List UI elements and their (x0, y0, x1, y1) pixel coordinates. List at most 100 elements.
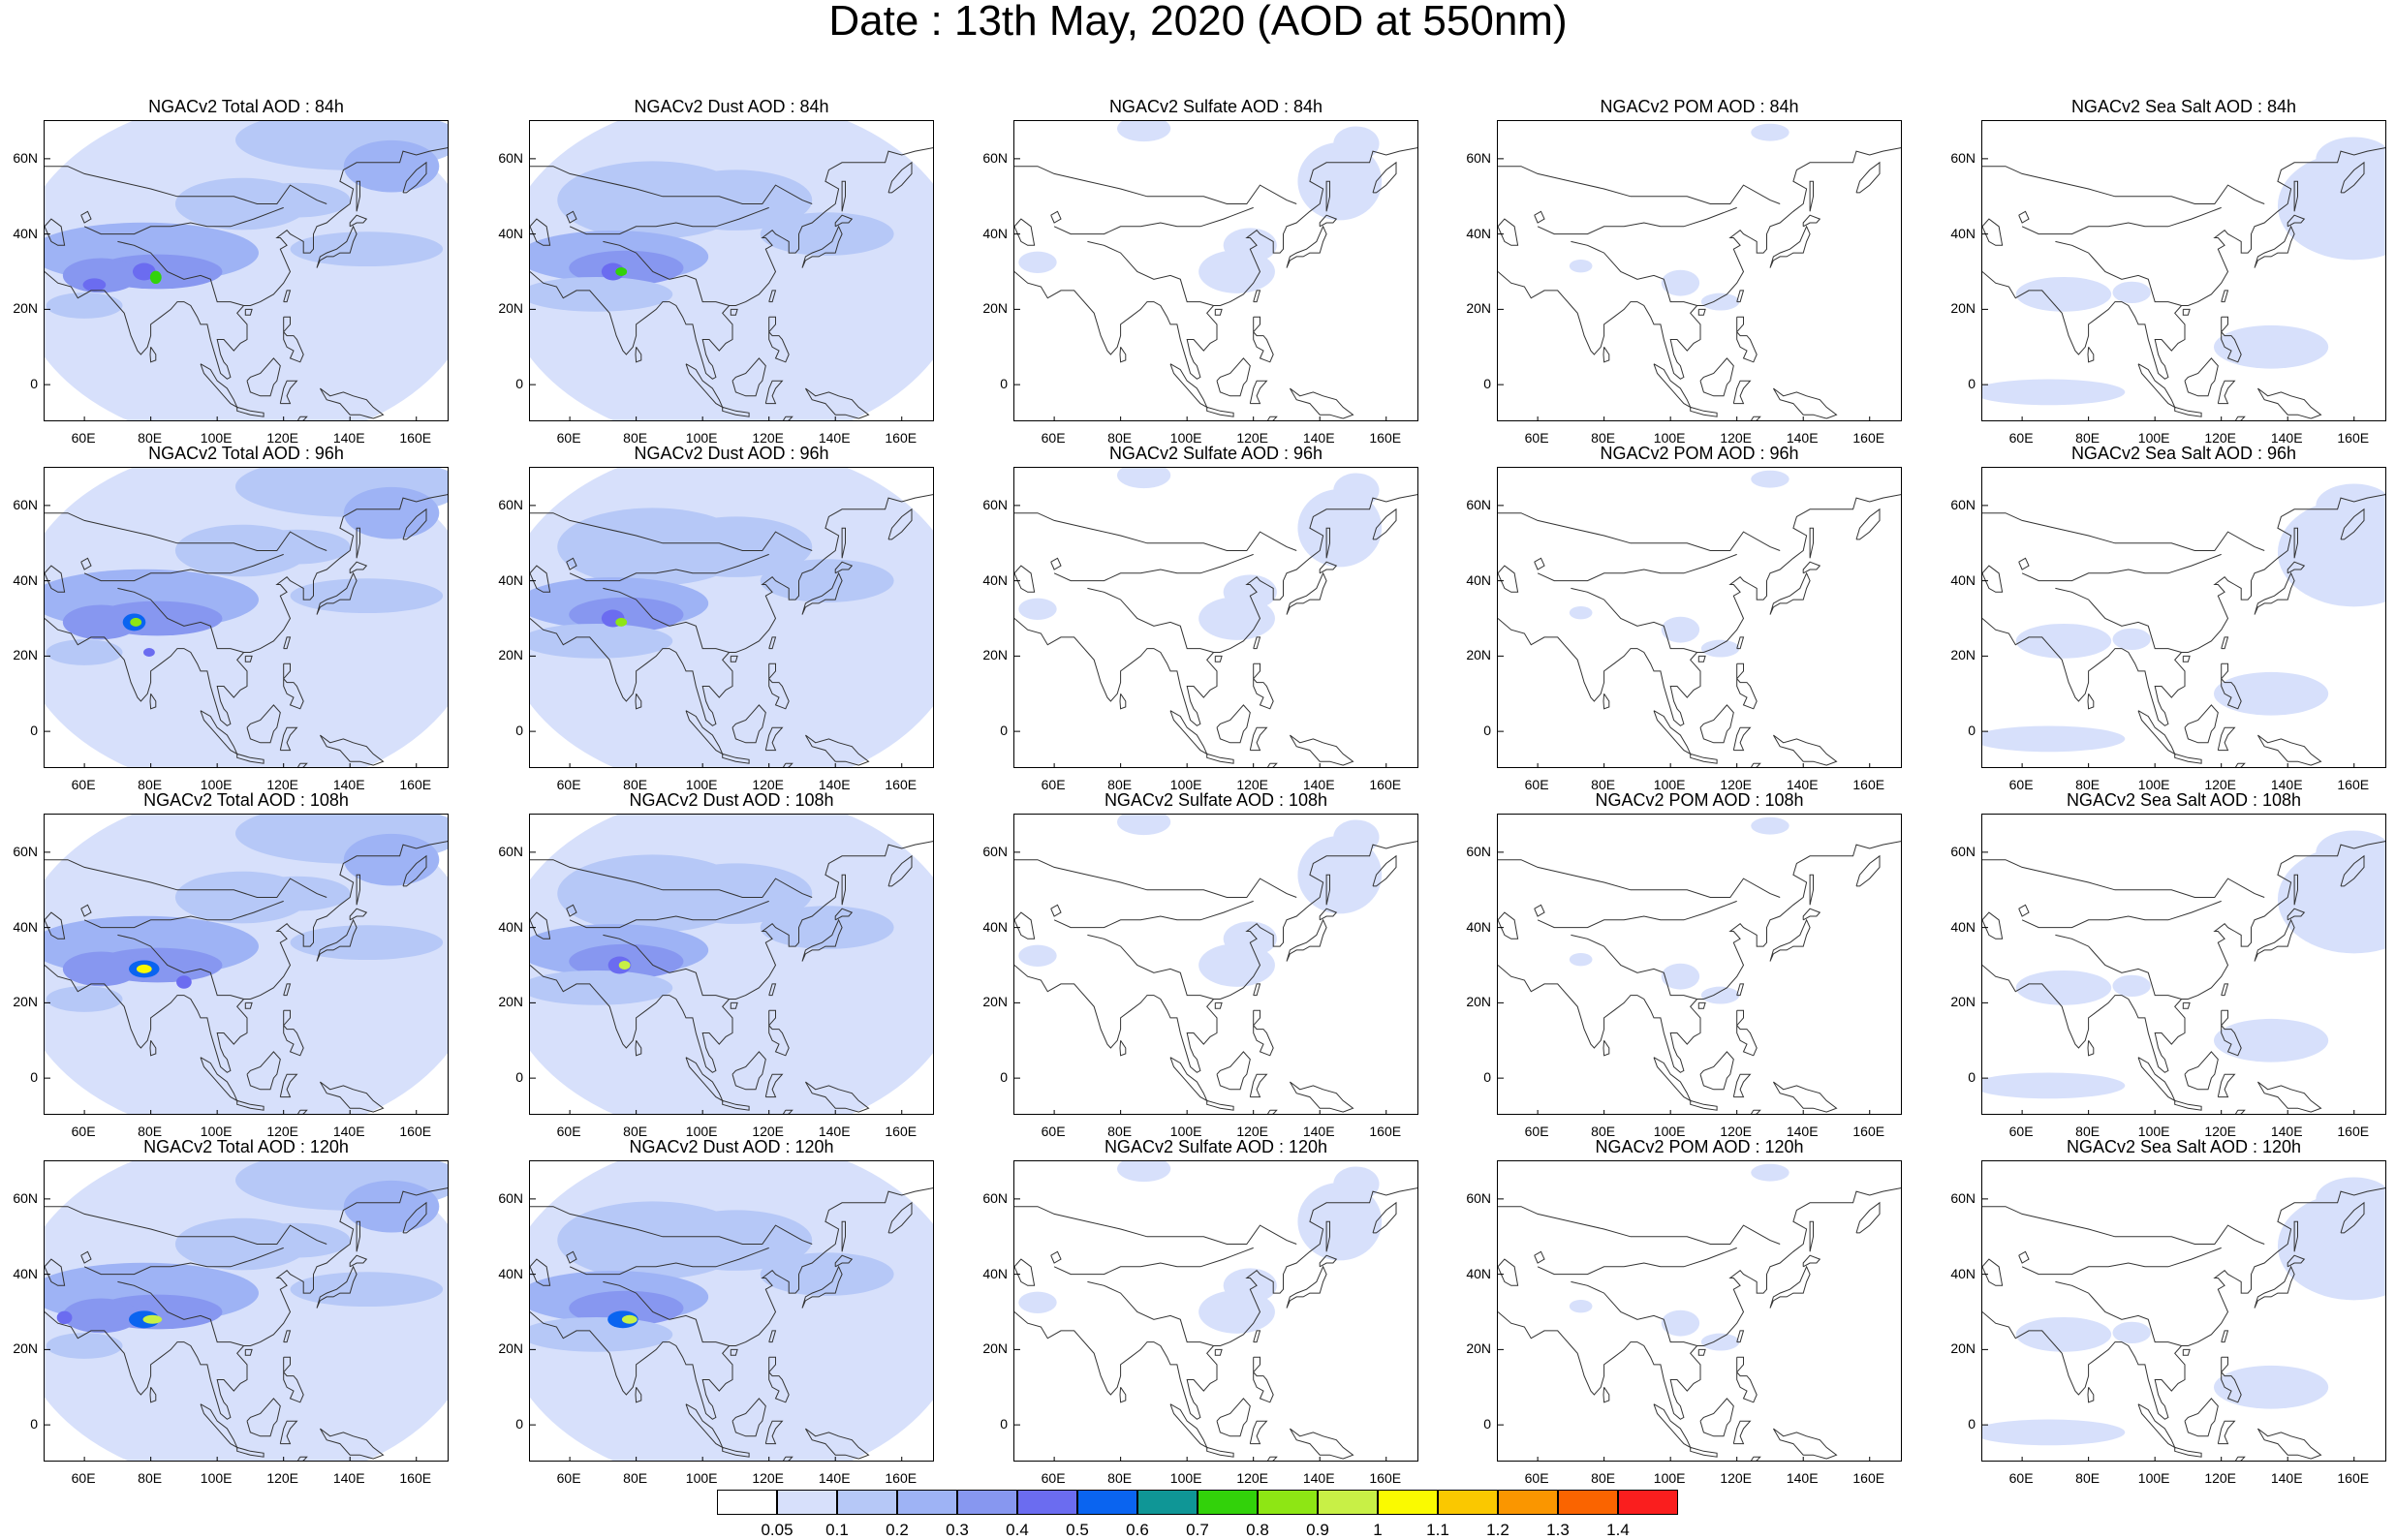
lat-tick-label: 60N (498, 149, 523, 166)
coastline (1732, 380, 1752, 405)
coastline (1534, 1250, 1545, 1264)
coastline (1253, 1009, 1274, 1057)
lon-tick-label: 120E (266, 1470, 299, 1486)
lon-tick-label: 60E (1041, 430, 1066, 446)
lat-tick-label: 0 (1000, 723, 1008, 739)
coastline (768, 662, 790, 710)
coastline (45, 565, 66, 593)
lon-tick-label: 60E (1041, 1124, 1066, 1139)
lat-tick-label: 60N (1466, 843, 1491, 859)
coastline (782, 1109, 793, 1114)
lat-tick-label: 20N (498, 994, 523, 1010)
aod-shading (1018, 251, 1057, 273)
coastline (402, 161, 427, 194)
coastline (1214, 308, 1223, 316)
coastline (246, 357, 281, 397)
coastline (1253, 1330, 1261, 1343)
coastline (1206, 1099, 1234, 1111)
colorbar-label: 0.2 (886, 1521, 909, 1539)
lon-tick-label: 60E (556, 430, 581, 446)
coastline (1855, 508, 1881, 540)
aod-shading (1661, 963, 1700, 990)
map-panel: NGACv2 Sea Salt AOD : 120h 60N 40N 20N 0 60E 8… (1950, 1137, 2386, 1486)
map-frame (44, 120, 449, 421)
coastline (569, 553, 769, 582)
coastline (246, 1398, 281, 1437)
lat-tick-label: 20N (1466, 994, 1491, 1010)
colorbar-swatch (777, 1490, 837, 1515)
coastline (1014, 512, 1297, 551)
coastline (1050, 904, 1062, 917)
lat-tick-label: 40N (982, 225, 1008, 241)
coastline (804, 1428, 870, 1460)
coastline (1982, 147, 2385, 380)
coastline (731, 1398, 766, 1437)
coastline (1087, 587, 1214, 653)
panel-title: NGACv2 POM AOD : 96h (1600, 444, 1799, 463)
coastline (1498, 1206, 1781, 1245)
coastline (1982, 166, 2265, 204)
lon-tick-label: 80E (1591, 777, 1616, 792)
coastline (1750, 1456, 1761, 1461)
lon-tick-label: 100E (200, 777, 233, 792)
map-panel: NGACv2 Sulfate AOD : 108h 60N 40N 20N 0 60E 80… (982, 790, 1418, 1139)
coastline (2234, 762, 2246, 767)
coastline (1206, 1446, 1234, 1458)
aod-shading (1018, 598, 1057, 620)
lon-tick-label: 160E (885, 430, 918, 446)
coastline (1286, 1265, 1327, 1309)
aod-shading (1223, 1268, 1277, 1304)
aod-shading (618, 961, 631, 970)
coastline (2340, 161, 2365, 194)
coastline (768, 316, 790, 363)
coastline (603, 240, 730, 306)
coastline (2182, 1348, 2191, 1356)
coastline (279, 1073, 298, 1098)
coastline (45, 1187, 448, 1420)
coastline (1982, 1187, 2385, 1420)
coastline (45, 166, 327, 204)
coastline (246, 1051, 281, 1091)
lon-tick-label: 140E (1302, 777, 1335, 792)
aod-shading (1117, 815, 1171, 836)
aod-shading (62, 604, 140, 640)
coastline (1216, 1051, 1251, 1091)
coastline (246, 704, 281, 744)
coastline (1571, 587, 1697, 653)
colorbar-swatch (957, 1490, 1017, 1515)
lat-tick-label: 0 (30, 1416, 38, 1432)
aod-shading (1297, 1182, 1383, 1261)
coastline (1534, 557, 1545, 570)
coastline (834, 561, 854, 574)
coastline (2055, 1280, 2182, 1346)
coastline (1498, 859, 1781, 898)
coastline (530, 911, 551, 939)
lat-tick-label: 0 (1000, 1416, 1008, 1432)
lon-tick-label: 100E (1653, 1470, 1686, 1486)
colorbar-swatch (1137, 1490, 1198, 1515)
coastline (2293, 874, 2298, 906)
coastline (2021, 206, 2222, 235)
coastline (1249, 380, 1268, 405)
lon-tick-label: 160E (1369, 1124, 1402, 1139)
aod-shading (659, 516, 813, 577)
coastline (2217, 726, 2236, 752)
lat-tick-label: 0 (515, 376, 523, 392)
coastline (1982, 1258, 2004, 1286)
colorbar-swatch (1017, 1490, 1077, 1515)
coastline (80, 210, 92, 224)
coastline (319, 1428, 385, 1460)
lat-tick-label: 40N (982, 918, 1008, 935)
coastline (1319, 908, 1338, 921)
lon-tick-label: 100E (2137, 430, 2170, 446)
aod-shading (1982, 1419, 2126, 1446)
lon-tick-label: 80E (623, 430, 648, 446)
coastline (2234, 416, 2246, 420)
lon-tick-label: 160E (1369, 777, 1402, 792)
coastline (1699, 1398, 1734, 1437)
coastline (1982, 911, 2004, 939)
lon-tick-label: 140E (1302, 1470, 1335, 1486)
aod-shading (290, 231, 444, 267)
coastline (731, 1051, 766, 1091)
coastline (1014, 565, 1036, 593)
